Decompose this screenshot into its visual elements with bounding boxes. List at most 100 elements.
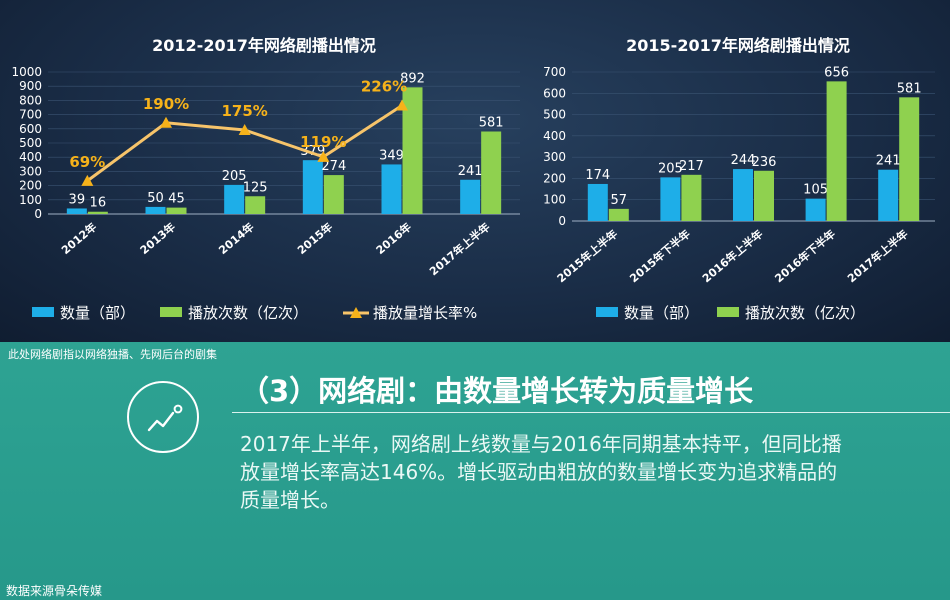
bar-value-label-1-0-2: 244 [731,153,756,168]
bar-value-label-0-0-0: 39 [69,192,86,207]
bar-value-label-1-1-4: 581 [897,81,922,96]
bar-1-1-1 [681,174,702,221]
bar-1-1-0 [608,208,629,221]
category-label-0-3: 2015年 [294,220,335,257]
legend-label-0-0: 数量（部） [60,304,135,322]
category-label-0-2: 2014年 [216,220,257,257]
y-tick-label-1: 0 [558,214,566,228]
growth-rate-marker-3 [317,150,330,162]
growth-rate-label-0: 69% [69,153,105,171]
growth-rate-label-2: 175% [221,102,267,120]
growth-rate-marker-4 [396,99,408,111]
summary-text: 2017年上半年，网络剧上线数量与2016年同期基本持平，但同比播放量增长率高达… [240,432,842,512]
growth-rate-label-3: 119% [300,133,346,151]
bar-1-0-3 [805,198,826,221]
y-tick-label-1: 300 [543,150,566,164]
category-label-1-0: 2015年上半年 [554,227,620,286]
bar-1-0-1 [660,177,681,221]
bar-0-1-0 [87,211,108,214]
y-tick-label-0: 1000 [11,65,42,79]
legend-swatch-0-1 [160,307,182,317]
bar-0-0-4 [381,164,402,214]
bar-value-label-1-0-0: 174 [585,168,610,183]
y-tick-label-0: 400 [19,150,42,164]
bar-1-0-0 [587,183,608,221]
bar-value-label-0-1-4: 892 [400,71,425,86]
section-heading: （3）网络剧：由数量增长转为质量增长 [240,374,754,408]
y-tick-label-1: 100 [543,193,566,207]
bar-0-0-0 [66,208,87,214]
chart-title-0: 2012-2017年网络剧播出情况 [152,36,376,55]
bar-1-1-2 [754,170,774,221]
category-label-1-1: 2015年下半年 [627,227,693,286]
data-source: 数据来源骨朵传媒 [6,584,103,598]
y-tick-label-1: 200 [543,171,566,185]
y-tick-label-1: 600 [543,86,566,100]
legend-swatch-0-0 [32,307,54,317]
trend-line-icon [127,381,199,453]
bar-value-label-0-0-5: 241 [458,164,483,179]
growth-rate-label-1: 190% [143,95,189,113]
legend-label-1-1: 播放次数（亿次） [745,304,865,322]
bar-0-0-1 [145,206,166,214]
legend-marker-0-2 [350,307,362,318]
category-label-1-4: 2017年上半年 [844,227,910,286]
bar-value-label-0-0-4: 349 [379,148,404,163]
chart-panel: 2012-2017年网络剧播出情况 0 100 200 300 400 500 600 700 8… [0,0,950,342]
legend-swatch-1-0 [596,307,618,317]
y-tick-label-0: 900 [19,79,42,93]
bar-value-label-0-0-2: 205 [222,169,247,184]
chart-title-1: 2015-2017年网络剧播出情况 [626,36,850,55]
bar-value-label-0-1-2: 125 [243,180,268,195]
category-label-0-1: 2013年 [137,220,178,257]
bar-value-label-0-1-5: 581 [479,115,504,130]
heading-divider [232,412,950,413]
legend-label-0-2: 播放量增长率% [373,304,477,322]
bar-value-label-1-0-4: 241 [876,154,901,169]
bar-value-label-0-0-1: 50 [147,191,164,206]
growth-rate-label-4: 226% [361,78,407,96]
category-label-1-3: 2016年下半年 [772,227,838,286]
charts-canvas: 2012-2017年网络剧播出情况01002003004005006007008… [11,36,935,322]
bar-value-label-1-0-1: 205 [658,161,683,176]
y-tick-label-0: 800 [19,93,42,107]
growth-rate-marker-1 [160,116,172,128]
bar-value-label-1-1-2: 236 [752,155,777,170]
growth-rate-marker-0 [81,174,94,186]
bar-0-0-2 [224,184,245,214]
bar-1-1-4 [899,97,920,221]
y-tick-label-1: 500 [543,108,566,122]
bar-0-1-2 [245,196,266,214]
bar-0-1-5 [481,131,502,214]
category-label-0-4: 2016年 [373,220,414,257]
y-tick-label-0: 300 [19,164,42,178]
growth-rate-marker-2 [238,124,251,135]
y-tick-label-0: 600 [19,122,42,136]
y-tick-label-0: 100 [19,193,42,207]
y-tick-label-0: 200 [19,179,42,193]
footnote: 此处网络剧指以网络独播、先网后台的剧集 [8,348,217,361]
bar-value-label-0-1-3: 274 [321,159,346,174]
bar-value-label-1-1-0: 57 [611,193,628,208]
legend-swatch-1-1 [717,307,739,317]
y-tick-label-0: 0 [34,207,42,221]
y-tick-label-0: 500 [19,136,42,150]
category-label-0-0: 2012年 [58,220,99,257]
category-label-0-5: 2017年上半年 [426,220,492,279]
y-tick-label-1: 400 [543,129,566,143]
bar-0-0-3 [302,160,323,214]
legend-label-0-1: 播放次数（亿次） [188,304,308,322]
bar-0-0-5 [460,179,481,214]
bar-value-label-1-0-3: 105 [803,183,828,198]
y-tick-label-1: 700 [543,65,566,79]
bar-0-1-1 [166,207,187,214]
bar-value-label-1-1-1: 217 [679,159,704,174]
legend-label-1-0: 数量（部） [624,304,699,322]
bar-1-0-2 [733,169,753,221]
y-tick-label-0: 700 [19,108,42,122]
bar-value-label-0-1-0: 16 [90,196,107,211]
bar-1-1-3 [826,81,847,221]
category-label-1-2: 2016年上半年 [699,227,765,286]
bar-value-label-1-1-3: 656 [824,65,849,80]
bar-0-1-3 [323,175,344,214]
